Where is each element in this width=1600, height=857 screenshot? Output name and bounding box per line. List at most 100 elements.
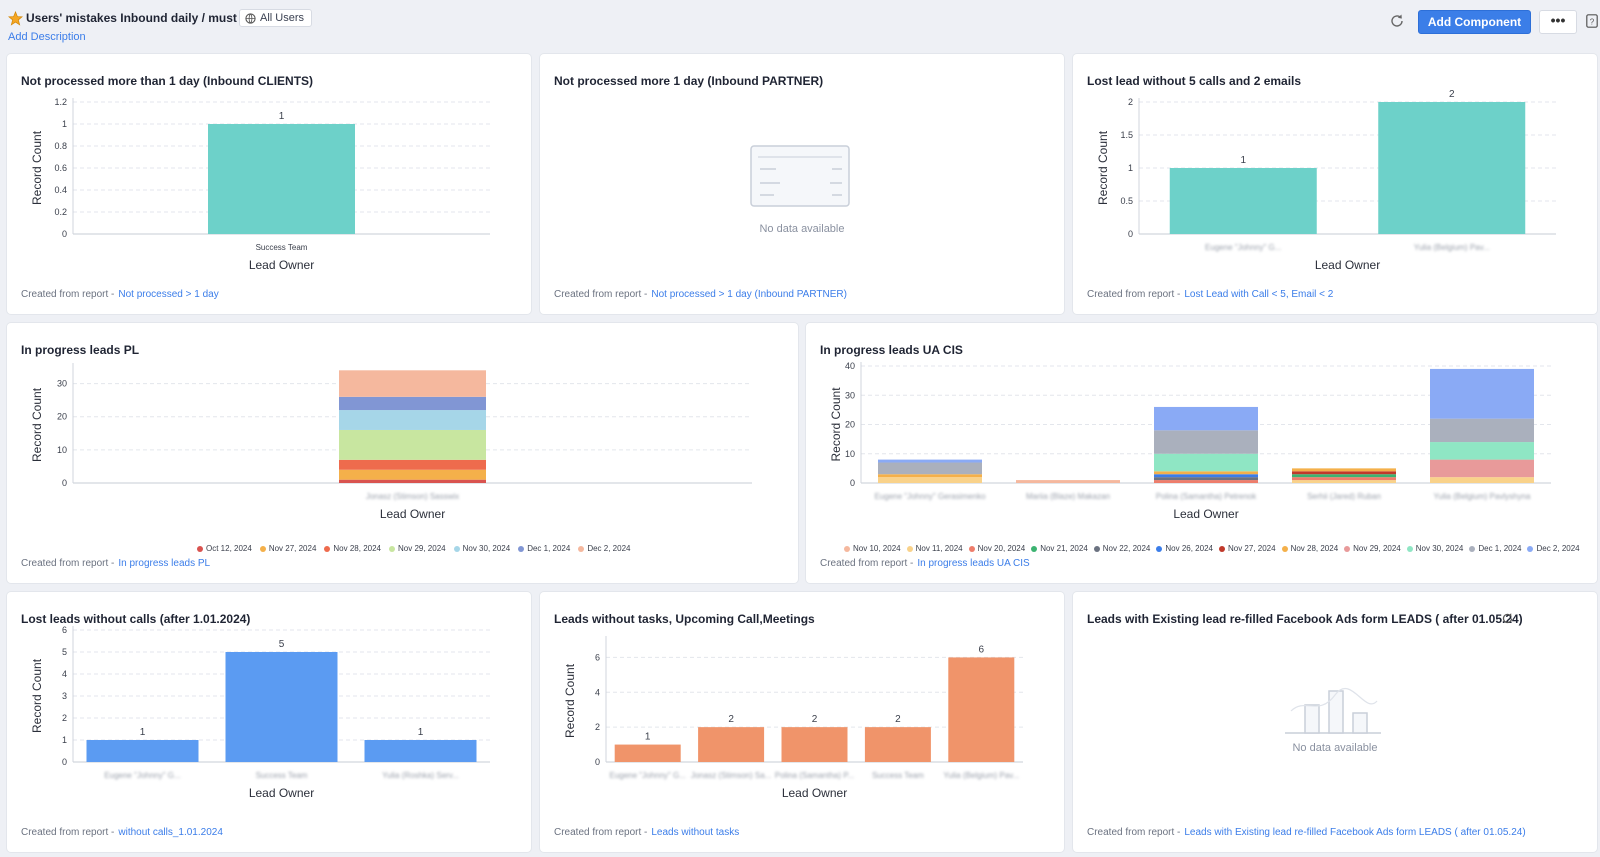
component-card: Not processed more than 1 day (Inbound C… (7, 54, 531, 314)
y-tick-label: 0.5 (1120, 196, 1133, 206)
component-card: Not processed more 1 day (Inbound PARTNE… (540, 54, 1064, 314)
legend-label: Dec 2, 2024 (1536, 544, 1580, 553)
bar-chart: 0 1 2 3 4 5 6 Record Count Lead Owner 1 Eugene "Jo… (30, 625, 490, 800)
x-tick-label: Jonasz (Stimson) Sa... (691, 771, 771, 780)
legend-item[interactable]: Dec 1, 2024 (518, 544, 570, 553)
data-label: 2 (1449, 89, 1455, 100)
legend-item[interactable]: Dec 2, 2024 (578, 544, 630, 553)
data-label: 2 (728, 714, 734, 725)
x-tick-label: Eugene "Johnny" G... (104, 771, 180, 780)
component-title[interactable]: Not processed more 1 day (Inbound PARTNE… (554, 74, 824, 88)
y-axis-label: Record Count (1096, 130, 1110, 205)
x-axis-label: Lead Owner (1173, 507, 1238, 521)
report-source-prefix: Created from report - (21, 289, 115, 300)
bar (698, 727, 765, 762)
component-title[interactable]: Not processed more than 1 day (Inbound C… (21, 74, 314, 88)
more-options-button[interactable]: ••• (1539, 10, 1577, 34)
y-tick-label: 6 (62, 625, 67, 635)
favorite-star-icon[interactable] (8, 11, 23, 26)
report-source: Created from report - Leads without tasks (554, 827, 739, 838)
empty-table-icon (750, 145, 850, 207)
legend-item[interactable]: Nov 26, 2024 (1156, 544, 1213, 553)
x-tick-label: Success Team (872, 771, 924, 780)
legend-item[interactable]: Nov 11, 2024 (906, 544, 963, 553)
bar-segment (1430, 418, 1534, 443)
report-source: Created from report - In progress leads P… (21, 558, 210, 569)
bar-segment (1292, 468, 1396, 472)
legend-item[interactable]: Oct 12, 2024 (197, 544, 252, 553)
legend-item[interactable]: Nov 20, 2024 (968, 544, 1025, 553)
legend-swatch (1031, 545, 1038, 552)
legend-label: Nov 27, 2024 (268, 544, 317, 553)
report-link[interactable]: Leads with Existing lead re-filled Faceb… (1184, 827, 1526, 838)
component-title[interactable]: Lost lead without 5 calls and 2 emails (1087, 74, 1302, 88)
legend-item[interactable]: Nov 21, 2024 (1031, 544, 1088, 553)
x-tick-label: Success Team (256, 243, 308, 252)
legend-swatch (1469, 545, 1476, 552)
component-title[interactable]: Leads with Existing lead re-filled Faceb… (1087, 612, 1523, 626)
x-tick-label: Yulia (Belgium) Pavlyshyna (1434, 492, 1531, 501)
y-tick-label: 0.2 (54, 207, 67, 217)
component-title[interactable]: Lost leads without calls (after 1.01.202… (21, 612, 251, 626)
data-label: 1 (418, 727, 424, 738)
legend-item[interactable]: Nov 29, 2024 (1344, 544, 1401, 553)
bar (86, 740, 199, 762)
report-link[interactable]: In progress leads UA CIS (917, 558, 1030, 569)
component-title[interactable]: Leads without tasks, Upcoming Call,Meeti… (554, 612, 815, 626)
y-tick-label: 2 (1128, 97, 1133, 107)
report-link[interactable]: Leads without tasks (651, 827, 740, 838)
y-axis-label: Record Count (829, 387, 843, 462)
legend-item[interactable]: Dec 1, 2024 (1469, 544, 1521, 553)
component-title[interactable]: In progress leads UA CIS (820, 343, 963, 357)
legend-swatch (197, 545, 203, 552)
help-icon[interactable]: ? (1586, 14, 1598, 28)
report-link[interactable]: Not processed > 1 day (Inbound PARTNER) (651, 289, 847, 300)
y-axis-label: Record Count (30, 387, 44, 462)
legend-label: Nov 22, 2024 (1102, 544, 1151, 553)
x-tick-label: Yulia (Belgium) Pav... (1414, 243, 1490, 252)
x-tick-label: Yulia (Belgium) Pav... (943, 771, 1019, 780)
report-source-prefix: Created from report - (820, 558, 914, 569)
legend-item[interactable]: Nov 28, 2024 (1281, 544, 1338, 553)
report-link[interactable]: Not processed > 1 day (118, 289, 219, 300)
bar-segment (339, 429, 486, 460)
report-source: Created from report - Not processed > 1 d… (21, 289, 219, 300)
user-scope-selector[interactable]: All Users (239, 9, 313, 27)
y-tick-label: 0 (595, 757, 600, 767)
refresh-icon[interactable] (1389, 13, 1405, 29)
legend-item[interactable]: Nov 28, 2024 (324, 544, 381, 553)
legend-item[interactable]: Nov 30, 2024 (453, 544, 510, 553)
legend-item[interactable]: Nov 27, 2024 (259, 544, 317, 553)
legend-item[interactable]: Nov 22, 2024 (1093, 544, 1151, 553)
y-tick-label: 20 (57, 412, 67, 422)
report-link[interactable]: Lost Lead with Call < 5, Email < 2 (1184, 289, 1334, 300)
legend-label: Dec 1, 2024 (1478, 544, 1522, 553)
x-axis-label: Lead Owner (249, 258, 314, 272)
bar-segment (1154, 406, 1258, 431)
legend-label: Oct 12, 2024 (206, 544, 252, 553)
no-data-message: No data available (759, 223, 845, 235)
add-component-button[interactable]: Add Component (1418, 10, 1531, 34)
report-link[interactable]: In progress leads PL (118, 558, 211, 569)
bar (1378, 102, 1526, 234)
refresh-icon[interactable] (1501, 612, 1514, 625)
x-tick-label: Eugene "Johnny" G... (1205, 243, 1281, 252)
bar-segment (339, 479, 486, 483)
y-tick-label: 6 (595, 652, 600, 662)
legend-item[interactable]: Nov 10, 2024 (844, 544, 901, 553)
add-description-link[interactable]: Add Description (8, 31, 86, 43)
bar-segment (1430, 368, 1534, 419)
legend-item[interactable]: Nov 30, 2024 (1406, 544, 1463, 553)
bar-segment (1430, 459, 1534, 478)
legend-label: Nov 29, 2024 (1353, 544, 1401, 553)
component-card: Lost leads without calls (after 1.01.202… (7, 592, 531, 852)
data-label: 1 (645, 732, 651, 743)
bar-segment (1292, 480, 1396, 483)
legend-item[interactable]: Nov 27, 2024 (1218, 544, 1276, 553)
report-link[interactable]: without calls_1.01.2024 (118, 827, 223, 838)
legend-item[interactable]: Nov 29, 2024 (389, 544, 446, 553)
x-tick-label: Jonasz (Stimson) Sasswix (366, 492, 459, 501)
legend-item[interactable]: Dec 2, 2024 (1527, 544, 1580, 553)
y-axis-label: Record Count (30, 658, 44, 733)
component-title[interactable]: In progress leads PL (21, 343, 140, 357)
